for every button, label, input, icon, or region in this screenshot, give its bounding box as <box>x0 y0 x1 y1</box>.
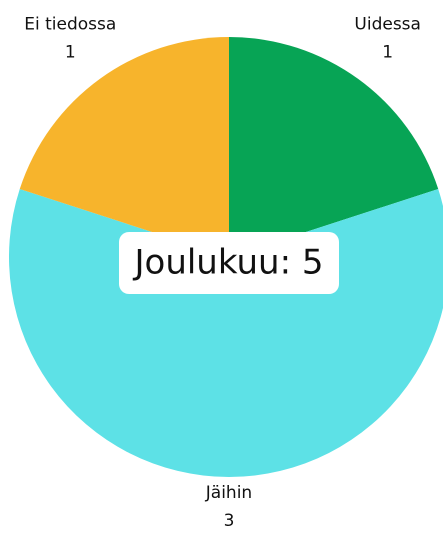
slice-label: Uidessa <box>354 15 421 35</box>
pie-slice <box>229 37 439 257</box>
slice-value: 1 <box>382 43 393 63</box>
slice-label: Ei tiedossa <box>24 15 116 35</box>
center-label-box <box>119 232 339 294</box>
slice-value: 1 <box>65 43 76 63</box>
slice-value: 3 <box>224 511 235 531</box>
slice-label: Jäihin <box>205 483 252 503</box>
pie-slice <box>19 37 230 257</box>
center-label: Joulukuu: 5 <box>132 243 323 283</box>
